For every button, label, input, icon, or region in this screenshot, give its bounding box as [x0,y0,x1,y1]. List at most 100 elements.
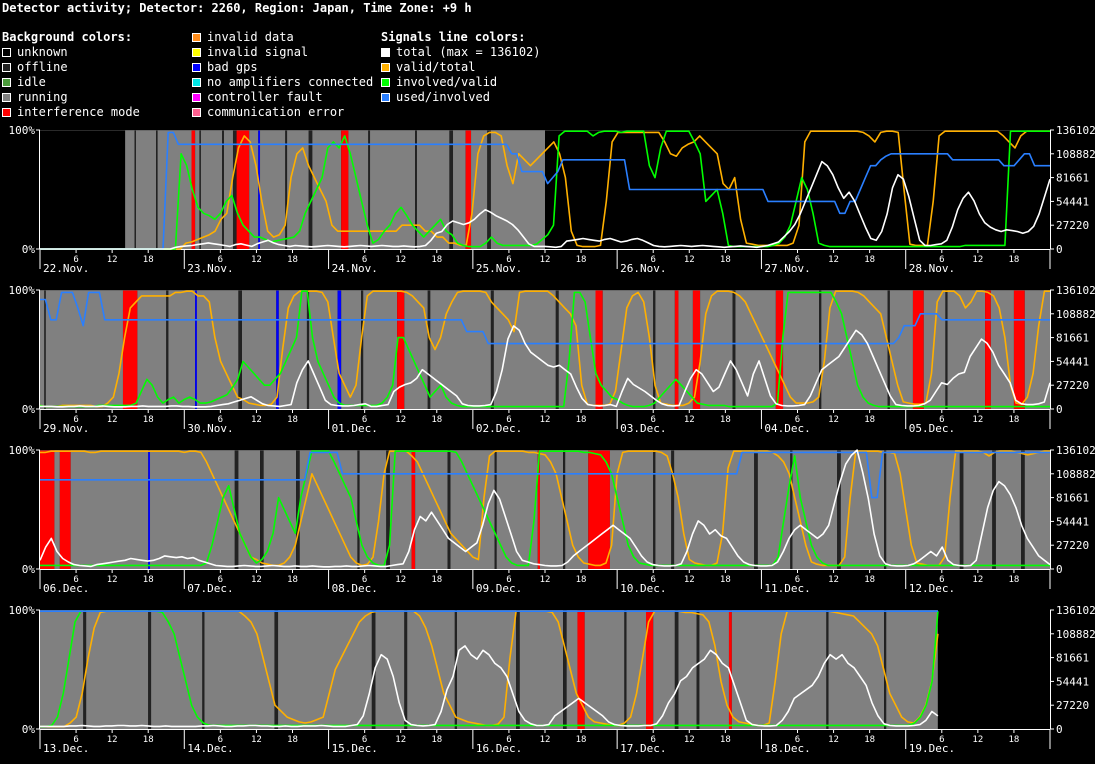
state-segment [40,610,84,729]
state-segment [274,610,279,729]
hour-label: 6 [795,415,800,425]
background-legend-item: controller fault [192,90,373,105]
hour-label: 18 [864,415,875,425]
state-segment [337,290,342,409]
state-segment [565,450,589,569]
day-label: 17.Dec. [620,742,666,755]
background-legend-item: no amplifiers connected [192,75,373,90]
hour-label: 12 [972,735,983,745]
page-title: Detector activity; Detector: 2260, Regio… [2,1,472,15]
state-segment [537,450,540,569]
hour-label: 12 [395,735,406,745]
state-segment [692,290,701,409]
background-legend-heading: Background colors: [2,30,133,44]
hour-label: 12 [540,575,551,585]
state-segment [775,290,784,409]
state-segment [70,450,149,569]
chart-row: 100% 0% 136102 108882 81661 54441 27220 0 13.Dec… [9,604,1095,755]
background-legend-label: interference mode [17,105,140,119]
state-segment [156,130,158,249]
day-label: 16.Dec. [476,742,522,755]
background-legend-swatch [2,48,11,57]
background-legend-swatch [192,93,201,102]
background-legend-label: communication error [207,105,345,119]
involved-valid-line [40,610,939,728]
state-segment [134,130,136,249]
state-segment [490,290,494,409]
day-label: 08.Dec. [332,582,378,595]
state-segment [992,450,996,569]
right-axis-label: 27220 [1056,219,1089,232]
state-segment [945,290,948,409]
valid-total-line [40,130,1050,250]
hour-label: 12 [107,415,118,425]
hour-label: 6 [73,735,78,745]
state-segment [415,130,417,249]
state-segment [223,130,233,249]
state-segment [792,450,838,569]
day-label: 15.Dec. [332,742,378,755]
hour-label: 12 [251,735,262,745]
background-legend-swatch [192,33,201,42]
state-segment [735,290,776,409]
hour-label: 6 [939,575,944,585]
hour-label: 6 [651,415,656,425]
hour-label: 18 [431,255,442,265]
hour-label: 6 [73,255,78,265]
day-label: 05.Dec. [909,422,955,435]
state-segment [249,130,259,249]
state-segment [148,610,152,729]
background-legend-label: bad gps [207,60,258,74]
hour-label: 12 [972,255,983,265]
state-segment [232,130,237,249]
state-segment [416,130,450,249]
signals-legend-item: involved/valid [381,75,541,90]
hour-label: 12 [395,575,406,585]
state-segment [696,610,700,729]
hour-label: 6 [506,255,511,265]
state-segment [148,450,151,569]
hour-label: 12 [828,735,839,745]
state-segment [674,610,679,729]
state-segment [985,290,991,409]
hour-label: 18 [864,255,875,265]
background-legend-label: controller fault [207,90,323,104]
hour-label: 6 [73,415,78,425]
day-label: 01.Dec. [332,422,378,435]
state-segment [238,450,261,569]
state-segment [386,450,390,569]
state-segment [595,290,603,409]
hour-label: 6 [218,255,223,265]
right-axis-label: 54441 [1056,355,1089,368]
state-segment [260,130,286,249]
day-label: 07.Dec. [187,582,233,595]
state-segment [407,610,455,729]
state-segment [1024,450,1050,569]
state-segment [563,610,567,729]
signals-legend-item: valid/total [381,60,541,75]
state-segment [577,610,585,729]
state-segment [278,290,307,409]
state-segment [886,610,938,729]
hour-label: 18 [1009,735,1020,745]
state-segment [411,450,416,569]
hour-label: 12 [684,255,695,265]
background-legend-item: invalid signal [192,45,373,60]
state-segment [202,610,205,729]
right-axis-label: 81661 [1056,332,1089,345]
day-label: 06.Dec. [43,582,89,595]
state-segment [285,130,288,249]
state-segment [44,290,46,409]
state-segment [840,450,885,569]
hour-label: 6 [73,575,78,585]
signals-legend-label: used/involved [396,90,490,104]
hour-label: 6 [506,575,511,585]
state-segment [150,450,235,569]
right-axis-label: 54441 [1056,675,1089,688]
state-segment [728,610,732,729]
day-label: 11.Dec. [764,582,810,595]
hour-label: 6 [506,415,511,425]
chart-row: 100% 0% 136102 108882 81661 54441 27220 0 22.Nov… [9,124,1095,275]
background-legend-swatch [192,78,201,87]
background-legend-item: idle [2,75,140,90]
